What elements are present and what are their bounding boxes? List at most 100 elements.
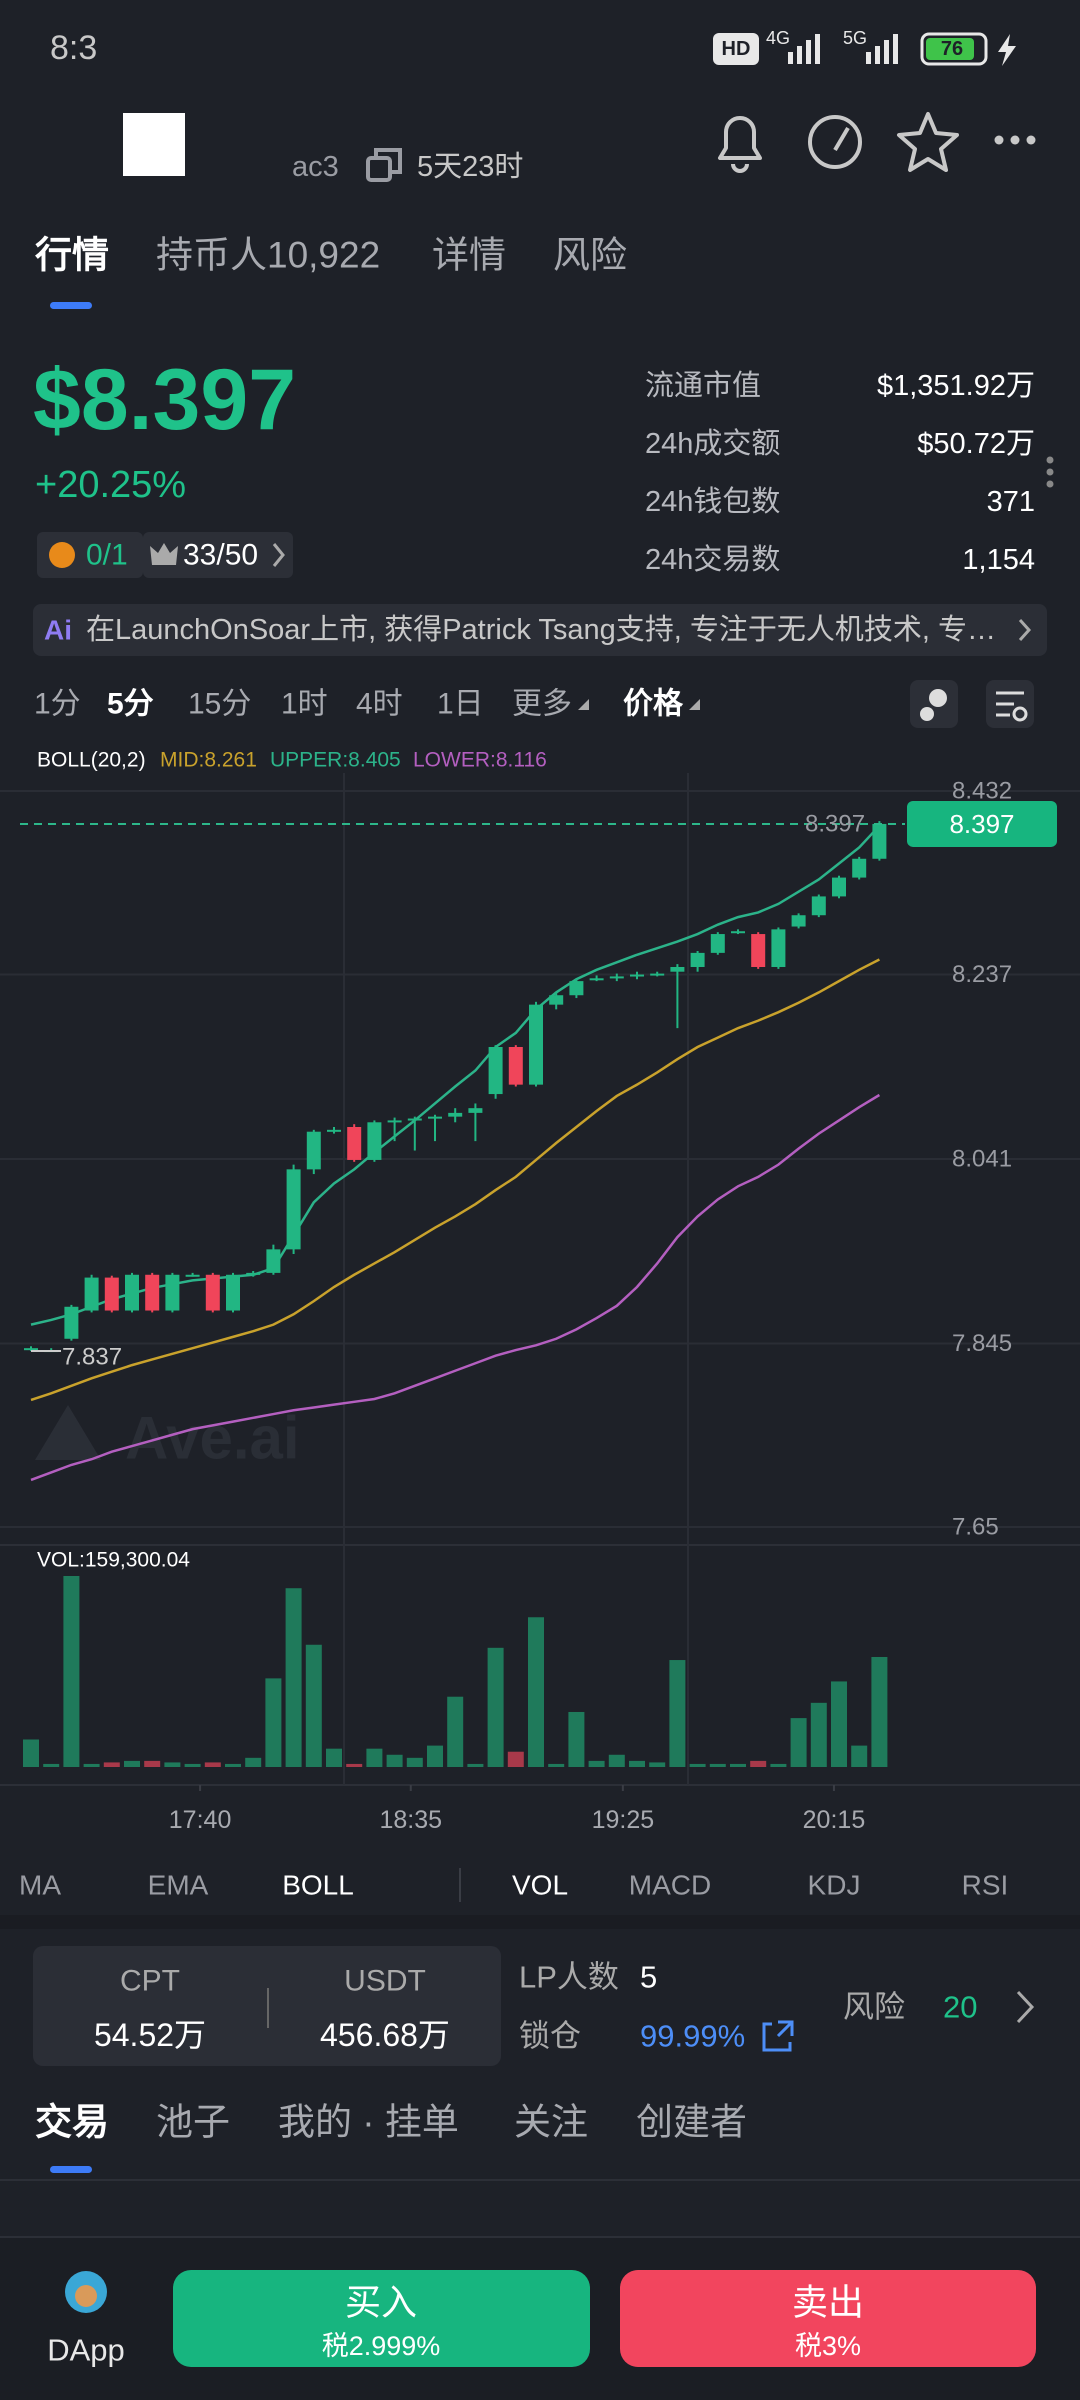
indicator-label: BOLL(20,2) xyxy=(37,749,146,772)
stat-value: $50.72万 xyxy=(917,428,1035,460)
chevron xyxy=(272,543,285,567)
lock-label: 锁仓 xyxy=(519,2019,581,2054)
candle-body xyxy=(549,995,564,1005)
dapp-label[interactable]: DApp xyxy=(47,2333,125,2368)
chevron[interactable] xyxy=(1016,1990,1035,2024)
candle-body xyxy=(306,1131,321,1170)
volume-bar xyxy=(265,1678,282,1767)
volume-bar xyxy=(689,1763,706,1767)
low-marker-label: 7.837 xyxy=(62,1344,122,1371)
volume-bar xyxy=(831,1681,847,1767)
lock-value: 99.99% xyxy=(640,2019,745,2054)
tab[interactable]: 我的 · 挂单 xyxy=(278,2102,459,2143)
candle-body xyxy=(448,1112,463,1117)
candle-body xyxy=(609,976,624,979)
interval[interactable]: 4时 xyxy=(356,688,403,721)
tab[interactable]: 行情 xyxy=(35,235,109,276)
more-icon[interactable] xyxy=(994,135,1036,145)
candle-body xyxy=(589,978,604,981)
dapp-icon-face xyxy=(75,2285,97,2307)
price: $8.397 xyxy=(33,352,296,448)
volume-bar xyxy=(225,1763,241,1767)
volume-bar xyxy=(709,1763,726,1767)
kebab-icon[interactable] xyxy=(1046,456,1054,488)
copy-icon[interactable] xyxy=(366,148,402,182)
bell-icon[interactable] xyxy=(718,116,762,173)
tab[interactable]: 交易 xyxy=(35,2101,109,2143)
candle-body xyxy=(630,974,644,977)
indicator-tab[interactable]: RSI xyxy=(962,1870,1009,1901)
y-tick-label: 8.237 xyxy=(952,961,1012,988)
tab[interactable]: 池子 xyxy=(156,2102,230,2143)
interval[interactable]: 1日 xyxy=(437,688,484,721)
indicator-tab[interactable]: VOL xyxy=(512,1870,568,1901)
tab[interactable]: 详情 xyxy=(432,235,506,276)
tab[interactable]: 创建者 xyxy=(636,2102,747,2143)
chevron xyxy=(1018,618,1032,642)
volume-bar xyxy=(548,1763,565,1767)
x-tick-label: 17:40 xyxy=(169,1806,232,1834)
candle-body xyxy=(428,1116,442,1119)
volume-bar xyxy=(366,1748,383,1767)
candle-body xyxy=(407,1118,422,1121)
star-icon[interactable] xyxy=(897,112,959,172)
last-price-label: 8.397 xyxy=(805,810,865,837)
price-tag xyxy=(907,800,1057,847)
candle-body xyxy=(751,934,766,967)
interval[interactable]: 5分 xyxy=(107,688,154,721)
candle-body xyxy=(650,973,665,976)
indicator-tab[interactable]: EMA xyxy=(148,1870,209,1901)
interval[interactable]: 价格 xyxy=(623,688,684,721)
buy-label: 买入 xyxy=(345,2282,417,2323)
interval[interactable]: 15分 xyxy=(188,688,251,721)
pool-value: 54.52万 xyxy=(94,2017,206,2053)
candle-body xyxy=(64,1306,79,1339)
external-link-icon[interactable] xyxy=(762,2020,794,2052)
candle-body xyxy=(569,981,584,996)
tab[interactable]: 关注 xyxy=(514,2102,588,2143)
volume-bar xyxy=(507,1751,524,1767)
candle-body xyxy=(266,1249,281,1273)
dropdown-arrow xyxy=(578,699,589,710)
x-tick-label: 19:25 xyxy=(592,1806,655,1834)
buy-tax: 税2.999% xyxy=(322,2331,441,2361)
gauge-icon[interactable] xyxy=(808,115,862,169)
banner[interactable] xyxy=(33,604,1047,656)
indicator-tab[interactable]: BOLL xyxy=(282,1870,354,1901)
candle-body xyxy=(104,1277,119,1311)
indicator-tab[interactable]: MA xyxy=(19,1870,61,1901)
bag-icon xyxy=(49,542,75,568)
signal-icon xyxy=(788,34,820,64)
tab[interactable]: 风险 xyxy=(553,235,627,276)
candle-body xyxy=(226,1274,240,1311)
risk-value: 20 xyxy=(943,1990,977,2025)
interval[interactable]: 更多 xyxy=(512,688,572,721)
volume-bar xyxy=(285,1588,302,1767)
risk-label: 风险 xyxy=(843,1990,905,2025)
volume-bar xyxy=(245,1757,262,1767)
section-gap xyxy=(0,1915,1080,1929)
interval[interactable]: 1分 xyxy=(34,688,81,721)
indicator-tab[interactable]: MACD xyxy=(629,1870,711,1901)
candle-body xyxy=(387,1120,402,1123)
stat-label: 24h交易数 xyxy=(645,543,780,576)
buy-button[interactable] xyxy=(173,2270,590,2367)
tab[interactable]: 持币人10,922 xyxy=(156,235,380,276)
volume-bar xyxy=(669,1660,686,1767)
interval[interactable]: 1时 xyxy=(281,688,328,721)
volume-bar xyxy=(851,1745,868,1767)
boll-line xyxy=(30,958,880,1402)
price-tag-label: 8.397 xyxy=(949,809,1014,839)
pool-value: 456.68万 xyxy=(320,2017,450,2053)
x-tick-label: 20:15 xyxy=(803,1806,866,1834)
stat-label: 24h钱包数 xyxy=(645,485,780,518)
indicator-tab[interactable]: KDJ xyxy=(808,1870,861,1901)
sell-button[interactable] xyxy=(620,2270,1036,2367)
candle-body xyxy=(205,1274,220,1311)
volume-bar xyxy=(649,1762,666,1767)
candle-body xyxy=(165,1274,180,1311)
token-age: 5天23时 xyxy=(417,150,523,183)
status-time: 8:3 xyxy=(50,29,97,67)
volume-bar xyxy=(63,1576,80,1767)
